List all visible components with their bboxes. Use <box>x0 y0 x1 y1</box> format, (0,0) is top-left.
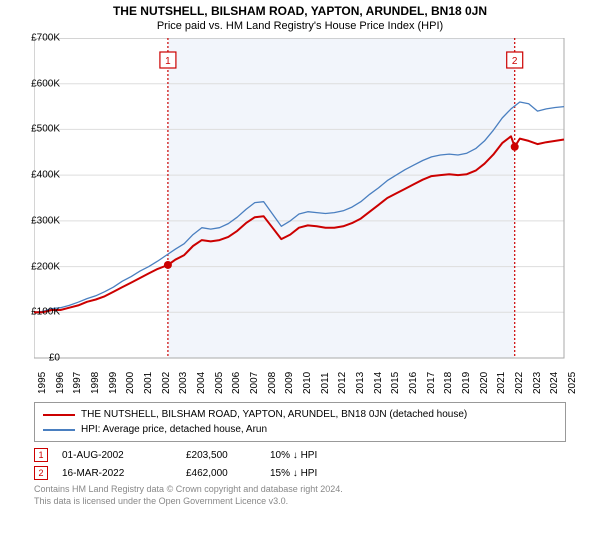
legend-label: HPI: Average price, detached house, Arun <box>81 422 267 437</box>
x-tick-label: 2021 <box>496 372 507 394</box>
x-tick-label: 1998 <box>90 372 101 394</box>
legend-swatch <box>43 414 75 416</box>
event-price: £462,000 <box>186 468 256 479</box>
event-date: 16-MAR-2022 <box>62 468 172 479</box>
y-tick-label: £0 <box>20 353 60 364</box>
svg-text:2: 2 <box>512 56 518 67</box>
x-tick-label: 2004 <box>196 372 207 394</box>
x-tick-label: 2003 <box>178 372 189 394</box>
x-tick-label: 2022 <box>514 372 525 394</box>
event-badge: 2 <box>34 466 48 480</box>
x-tick-label: 1997 <box>72 372 83 394</box>
x-tick-label: 2023 <box>532 372 543 394</box>
x-tick-label: 2008 <box>267 372 278 394</box>
event-diff: 10% ↓ HPI <box>270 450 317 461</box>
y-tick-label: £700K <box>20 33 60 44</box>
legend-item: THE NUTSHELL, BILSHAM ROAD, YAPTON, ARUN… <box>43 407 557 422</box>
y-tick-label: £400K <box>20 170 60 181</box>
x-tick-label: 2016 <box>408 372 419 394</box>
chart-subtitle: Price paid vs. HM Land Registry's House … <box>0 20 600 32</box>
events-table: 1 01-AUG-2002 £203,500 10% ↓ HPI 2 16-MA… <box>34 448 566 480</box>
event-row: 2 16-MAR-2022 £462,000 15% ↓ HPI <box>34 466 566 480</box>
x-tick-label: 2002 <box>161 372 172 394</box>
y-tick-label: £200K <box>20 261 60 272</box>
x-tick-label: 2024 <box>549 372 560 394</box>
x-tick-label: 2007 <box>249 372 260 394</box>
chart-title: THE NUTSHELL, BILSHAM ROAD, YAPTON, ARUN… <box>0 4 600 18</box>
x-tick-label: 2011 <box>320 372 331 394</box>
chart-area: 12 £0£100K£200K£300K£400K£500K£600K£700K… <box>34 38 594 398</box>
y-tick-label: £300K <box>20 215 60 226</box>
x-tick-label: 2017 <box>426 372 437 394</box>
y-tick-label: £100K <box>20 307 60 318</box>
legend: THE NUTSHELL, BILSHAM ROAD, YAPTON, ARUN… <box>34 402 566 442</box>
y-tick-label: £600K <box>20 78 60 89</box>
event-diff: 15% ↓ HPI <box>270 468 317 479</box>
x-tick-label: 2009 <box>284 372 295 394</box>
x-tick-label: 2025 <box>567 372 578 394</box>
x-tick-label: 2006 <box>231 372 242 394</box>
event-badge: 1 <box>34 448 48 462</box>
footer-line: This data is licensed under the Open Gov… <box>34 496 566 508</box>
x-tick-label: 1999 <box>108 372 119 394</box>
legend-item: HPI: Average price, detached house, Arun <box>43 422 557 437</box>
x-tick-label: 2014 <box>373 372 384 394</box>
legend-label: THE NUTSHELL, BILSHAM ROAD, YAPTON, ARUN… <box>81 407 467 422</box>
x-tick-label: 2001 <box>143 372 154 394</box>
x-tick-label: 2019 <box>461 372 472 394</box>
event-date: 01-AUG-2002 <box>62 450 172 461</box>
x-tick-label: 2020 <box>479 372 490 394</box>
x-tick-label: 1996 <box>55 372 66 394</box>
legend-swatch <box>43 429 75 431</box>
footer-line: Contains HM Land Registry data © Crown c… <box>34 484 566 496</box>
x-tick-label: 2000 <box>125 372 136 394</box>
x-tick-label: 2015 <box>390 372 401 394</box>
svg-text:1: 1 <box>165 56 171 67</box>
x-tick-label: 2013 <box>355 372 366 394</box>
x-tick-label: 1995 <box>37 372 48 394</box>
x-tick-label: 2012 <box>337 372 348 394</box>
x-tick-label: 2005 <box>214 372 225 394</box>
y-tick-label: £500K <box>20 124 60 135</box>
line-chart-svg: 12 <box>34 38 594 398</box>
x-tick-label: 2018 <box>443 372 454 394</box>
footer-attribution: Contains HM Land Registry data © Crown c… <box>34 484 566 507</box>
event-row: 1 01-AUG-2002 £203,500 10% ↓ HPI <box>34 448 566 462</box>
event-price: £203,500 <box>186 450 256 461</box>
x-tick-label: 2010 <box>302 372 313 394</box>
